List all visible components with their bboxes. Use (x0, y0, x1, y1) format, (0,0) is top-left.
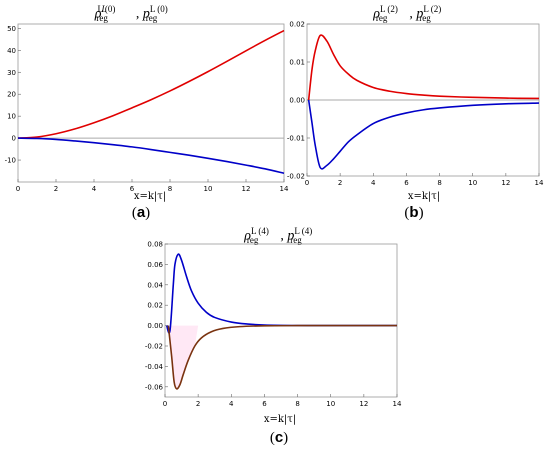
x-tick-label: 10 (468, 179, 477, 187)
y-tick-label: -0.02 (287, 173, 305, 181)
x-tick-label: 8 (437, 179, 441, 187)
y-tick-label: 0.00 (147, 322, 163, 330)
x-tick-label: 2 (196, 400, 200, 408)
y-tick-label: 40 (7, 47, 16, 55)
y-tick-label: 50 (7, 25, 16, 33)
x-tick-label: 12 (359, 400, 368, 408)
x-tick-label: 12 (501, 179, 510, 187)
x-tick-label: 0 (305, 179, 309, 187)
panel-a-title: ρLL (0)reg, pL (0)reg (94, 4, 168, 24)
plot-a: 0 2 4 6 8 10 12 14 -10 0 10 20 30 40 50 (5, 23, 289, 193)
y-tick-label: 0.01 (289, 59, 305, 67)
plot-a-red-curve (17, 29, 285, 139)
plot-a-frame (17, 23, 285, 183)
y-tick-label: 0.02 (289, 21, 305, 29)
plot-b-blue-curve (307, 99, 540, 170)
plot-b-red-curve (307, 34, 540, 101)
x-tick-label: 12 (242, 185, 251, 193)
plot-c: 0 2 4 6 8 10 12 14 -0.06 -0.04 -0.02 0.00 0.02 0.04 0.… (145, 241, 402, 409)
x-tick-label: 6 (404, 179, 409, 187)
y-tick-label: -0.02 (145, 343, 163, 351)
x-tick-label: 0 (16, 185, 20, 193)
y-tick-label: -10 (5, 157, 16, 165)
x-tick-label: 4 (92, 185, 97, 193)
panel-a-label: (a) (131, 204, 151, 221)
y-tick-label: 0.08 (147, 241, 163, 249)
x-tick-label: 10 (204, 185, 213, 193)
x-tick-label: 14 (280, 185, 289, 193)
y-tick-label: -0.01 (287, 135, 305, 143)
y-tick-label: -0.06 (145, 383, 164, 391)
x-tick-label: 0 (163, 400, 167, 408)
y-tick-label: 0.02 (147, 302, 163, 310)
x-tick-label: 6 (130, 185, 135, 193)
x-tick-label: 14 (535, 179, 544, 187)
y-tick-label: 0.06 (147, 261, 163, 269)
x-tick-label: 14 (393, 400, 402, 408)
panel-a-xlabel: x=k|τ| (133, 191, 167, 202)
panel-b-xlabel: x=k|τ| (407, 191, 441, 202)
y-tick-label: 20 (7, 91, 16, 99)
plot-c-frame (164, 243, 398, 398)
panel-c-xlabel: x=k|τ| (263, 414, 297, 425)
x-tick-label: 2 (338, 179, 342, 187)
panel-b-label: (b) (404, 204, 424, 221)
panel-c-label: (c) (269, 429, 289, 446)
x-tick-label: 4 (371, 179, 376, 187)
panel-c-title: ρL (4)reg, pL (4)reg (244, 226, 313, 246)
y-tick-label: 0.00 (289, 97, 305, 105)
x-tick-label: 8 (168, 185, 172, 193)
plot-a-blue-curve (17, 137, 285, 175)
y-tick-label: -0.04 (145, 363, 164, 371)
fill-under-curve (168, 325, 199, 389)
plot-c-blue-curve (165, 253, 398, 334)
plot-b: 0 2 4 6 8 10 12 14 -0.02 -0.01 0.00 0.01 0.02 (287, 21, 544, 188)
y-tick-label: 0 (12, 135, 16, 143)
x-tick-label: 10 (326, 400, 335, 408)
panel-b-title: ρL (2)reg, pL (2)reg (373, 4, 442, 24)
x-tick-label: 6 (262, 400, 267, 408)
plot-c-brown-curve (167, 324, 397, 390)
y-tick-label: 10 (7, 113, 16, 121)
y-tick-label: 30 (7, 69, 16, 77)
x-tick-label: 8 (295, 400, 299, 408)
x-tick-label: 4 (229, 400, 234, 408)
x-tick-label: 2 (54, 185, 58, 193)
y-tick-label: 0.04 (147, 281, 163, 289)
